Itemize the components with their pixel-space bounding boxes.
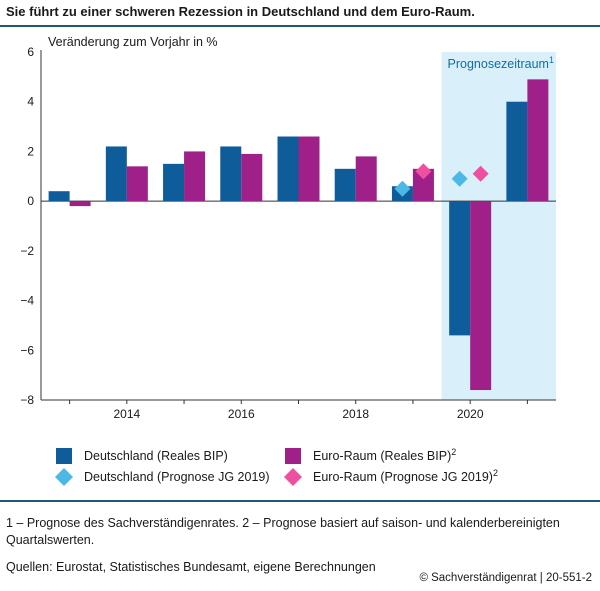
bar-deutschland <box>449 201 471 336</box>
bar-euro-raum <box>69 201 91 207</box>
y-tick-label: −2 <box>20 244 34 258</box>
diamond-euro-raum-prognose <box>415 163 432 180</box>
y-tick-label: −6 <box>20 343 34 357</box>
legend-swatch <box>284 468 302 486</box>
bar-deutschland <box>334 168 356 202</box>
diamond-deutschland-prognose <box>451 170 468 187</box>
legend-swatch <box>55 468 73 486</box>
legend-item: Euro-Raum (Reales BIP)2 <box>285 447 456 464</box>
y-tick-label: 2 <box>27 144 34 158</box>
bar-deutschland <box>220 146 242 202</box>
bar-chart: Veränderung zum Vorjahr in % −8 −6 −4 −2 0 2 4 6… <box>20 35 556 486</box>
bar-deutschland <box>277 136 299 202</box>
y-tick-label: −4 <box>20 294 34 308</box>
middle-rule <box>0 500 600 502</box>
bar-euro-raum <box>527 79 549 202</box>
sources-note: Quellen: Eurostat, Statistisches Bundesa… <box>6 560 376 574</box>
x-tick-label: 2014 <box>113 407 140 421</box>
bar-deutschland <box>48 191 70 202</box>
y-tick-label: 0 <box>27 194 34 208</box>
legend-label: Deutschland (Prognose JG 2019) <box>84 470 270 484</box>
y-tick-label: −8 <box>20 393 34 407</box>
bar-euro-raum <box>241 153 263 202</box>
bar-euro-raum <box>126 166 148 202</box>
x-tick-label: 2020 <box>457 407 484 421</box>
y-axis-label: Veränderung zum Vorjahr in % <box>48 35 218 49</box>
legend-item: Euro-Raum (Prognose JG 2019)2 <box>284 468 498 486</box>
legend-swatch <box>56 448 72 464</box>
footnote: 1 – Prognose des Sachverständigenrates. … <box>6 516 560 547</box>
bar-deutschland <box>506 101 528 202</box>
copyright-credit: © Sachverständigenrat | 20-551-2 <box>419 572 592 584</box>
x-tick-label: 2018 <box>342 407 369 421</box>
legend-label: Deutschland (Reales BIP) <box>84 449 228 463</box>
bar-euro-raum <box>298 136 320 202</box>
legend-label: Euro-Raum (Prognose JG 2019)2 <box>313 468 498 484</box>
bar-deutschland <box>105 146 127 202</box>
legend-item: Deutschland (Reales BIP) <box>56 448 228 464</box>
y-tick-label: 6 <box>27 45 34 59</box>
forecast-label: Prognosezeitraum1 <box>448 55 554 71</box>
legend-swatch <box>285 448 301 464</box>
bar-euro-raum <box>184 151 206 202</box>
bar-deutschland <box>163 163 185 202</box>
y-tick-label: 4 <box>27 95 34 109</box>
diamond-euro-raum-prognose <box>472 165 489 182</box>
x-tick-label: 2016 <box>228 407 255 421</box>
chart-title: Sie führt zu einer schweren Rezession in… <box>6 4 475 19</box>
diamond-deutschland-prognose <box>394 180 411 197</box>
bar-euro-raum <box>470 201 492 391</box>
bar-euro-raum <box>412 168 434 202</box>
bar-euro-raum <box>355 156 377 202</box>
top-rule <box>0 25 600 27</box>
legend-label: Euro-Raum (Reales BIP)2 <box>313 447 456 463</box>
legend-item: Deutschland (Prognose JG 2019) <box>55 468 270 486</box>
